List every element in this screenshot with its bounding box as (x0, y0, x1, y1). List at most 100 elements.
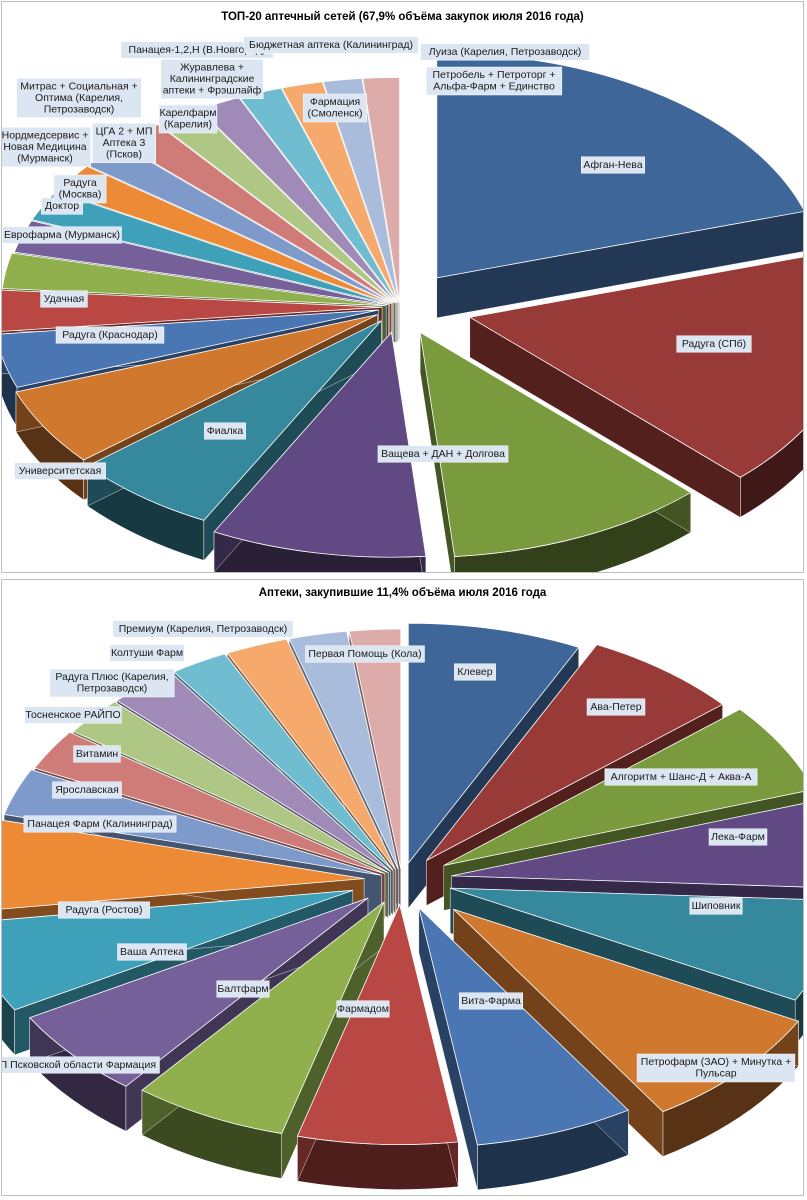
data-label: Митрас + Социальная +Оптима (Карелия,Пет… (16, 78, 142, 118)
data-label-text: Пульсар (695, 1068, 736, 1080)
data-label-text: Панацея Фарм (Калининград) (27, 818, 172, 830)
data-label-text: Клевер (457, 666, 492, 678)
chart-title: Аптеки, закупившие 11,4% объёма июля 201… (258, 587, 547, 599)
data-label: Балтфарм (216, 980, 270, 998)
pie-slice (362, 76, 401, 303)
data-label-text: (Псков) (106, 148, 142, 160)
data-label-text: Фармация (310, 96, 360, 108)
data-label-text: Тосненское РАЙПО (25, 708, 120, 721)
data-label: Фиалка (204, 422, 246, 440)
data-label-text: Премиум (Карелия, Петрозаводск) (119, 623, 287, 635)
data-label: Петробель + Петроторг +Альфа-Фарм + Един… (425, 66, 563, 96)
pie-slice (15, 314, 378, 461)
data-label: Ава-Петер (586, 698, 646, 716)
pie-slice (451, 803, 803, 888)
data-label-text: Аптека 3 (103, 137, 146, 149)
data-label-text: Радуга (СПб) (682, 338, 746, 350)
data-label: Радуга (Ростов) (58, 901, 150, 919)
data-label-text: аптеки + Фрэшлайф (163, 84, 262, 96)
data-label-text: Витамин (76, 748, 118, 760)
data-label-text: (Мурманск) (17, 152, 73, 164)
data-label-text: Калининградские (170, 73, 255, 85)
pie-slice (141, 901, 385, 1135)
pie-slice (322, 77, 400, 303)
data-label: Ваша Аптека (117, 943, 187, 961)
pie-chart-bottom: Клевер Ава-Петер Алгоритм + Шанс-Д + Аква-… (2, 620, 803, 1191)
data-label: Фармадом (336, 1000, 390, 1018)
data-label: Еврофарма (Мурманск) (2, 226, 122, 244)
data-label-text: (Смоленск) (307, 108, 362, 120)
data-label: Петрофарм (ЗАО) + Минутка +Пульсар (636, 1053, 796, 1083)
data-label: Премиум (Карелия, Петрозаводск) (112, 620, 294, 638)
data-label-text: Ващева + ДАН + Долгова (381, 448, 505, 460)
data-label: Витамин (73, 745, 121, 763)
data-label-text: Петрозаводск) (44, 103, 115, 115)
data-label-text: Радуга (63, 177, 96, 189)
pie-slice (213, 331, 427, 558)
pie-slice (2, 819, 365, 910)
data-label: Радуга(Москва) (53, 174, 107, 204)
data-label-text: Карелфарм (160, 107, 217, 119)
data-label: Бюджетная аптека (Калининград) (243, 36, 419, 54)
data-label-text: Радуга Плюс (Карелия, (55, 671, 168, 683)
data-label: Клевер (454, 663, 496, 681)
data-label: Лека-Фарм (708, 828, 768, 846)
data-label: ГП Псковской области Фармация (2, 1056, 160, 1074)
data-label-text: Вита-Фарма (461, 995, 521, 1007)
data-label-text: Колтуши Фарм (111, 647, 183, 659)
pie-slice (29, 897, 369, 1087)
data-label-text: Афган-Нева (583, 159, 642, 171)
data-label: Удачная (40, 290, 88, 308)
pie-slice (468, 256, 803, 478)
data-label-text: (Москва) (59, 189, 102, 201)
data-label: Университетская (14, 462, 106, 480)
data-label-text: Новая Медицина (3, 141, 86, 153)
data-label: Шиповник (689, 897, 743, 915)
data-label-text: Нордмедсервис + (2, 129, 88, 141)
data-label: Панацея Фарм (Калининград) (23, 815, 177, 833)
data-label-text: Алгоритм + Шанс-Д + Аква-А (611, 771, 752, 783)
data-label-text: Еврофарма (Мурманск) (4, 229, 120, 241)
data-label: Первая Помощь (Кола) (305, 645, 425, 663)
data-label-text: Первая Помощь (Кола) (308, 648, 421, 660)
data-label-text: (Карелия) (164, 119, 212, 131)
pie-chart-top: Афган-Нева Радуга (СПб) Ващева + ДАН + Дол… (2, 36, 803, 572)
data-label-text: Петрофарм (ЗАО) + Минутка + (641, 1056, 791, 1068)
data-label-text: Балтфарм (217, 983, 268, 995)
data-label: Радуга (Краснодар) (55, 326, 165, 344)
data-label-text: Удачная (44, 293, 84, 305)
pie-slice (2, 252, 387, 307)
data-label-text: Оптима (Карелия, (35, 92, 123, 104)
pie-slice (296, 903, 459, 1145)
data-label: Радуга (СПб) (676, 335, 752, 353)
chart-title: ТОП-20 аптечный сетей (67,9% объёма заку… (221, 11, 584, 23)
data-label-text: Петрозаводск) (77, 683, 148, 695)
pie-slice (288, 630, 399, 870)
data-label: Колтуши Фарм (109, 644, 185, 662)
data-label-text: Журавлева + (180, 61, 244, 73)
pie-slice (281, 81, 399, 303)
data-label-text: Шиповник (692, 900, 741, 912)
data-label-text: Лека-Фарм (711, 831, 765, 843)
data-label-text: Бюджетная аптека (Калининград) (249, 39, 413, 51)
data-label-text: Университетская (19, 465, 102, 477)
pie-slice (2, 289, 383, 332)
data-label: Карелфарм(Карелия) (158, 104, 218, 134)
data-label-text: Фиалка (207, 425, 244, 437)
pie-slice (418, 906, 629, 1146)
pie-slice (226, 638, 396, 870)
chart-panel-top: ТОП-20 аптечный сетей (67,9% объёма заку… (1, 1, 804, 573)
data-label: Тосненское РАЙПО (24, 706, 122, 724)
data-label-text: Митрас + Социальная + (20, 80, 137, 92)
data-label: Фармация(Смоленск) (303, 93, 367, 123)
data-labels: Афган-Нева Радуга (СПб) Ващева + ДАН + Дол… (2, 36, 752, 480)
data-label: Алгоритм + Шанс-Д + Аква-А (604, 768, 758, 786)
data-label-text: Ярославская (55, 784, 119, 796)
data-label: Нордмедсервис +Новая Медицина(Мурманск) (2, 127, 91, 167)
pie-slice (407, 622, 580, 865)
data-label-text: Ава-Петер (590, 701, 641, 713)
data-label: Ярославская (52, 781, 122, 799)
data-labels: Клевер Ава-Петер Алгоритм + Шанс-Д + Аква-… (2, 620, 796, 1083)
pie-slice (426, 644, 724, 861)
